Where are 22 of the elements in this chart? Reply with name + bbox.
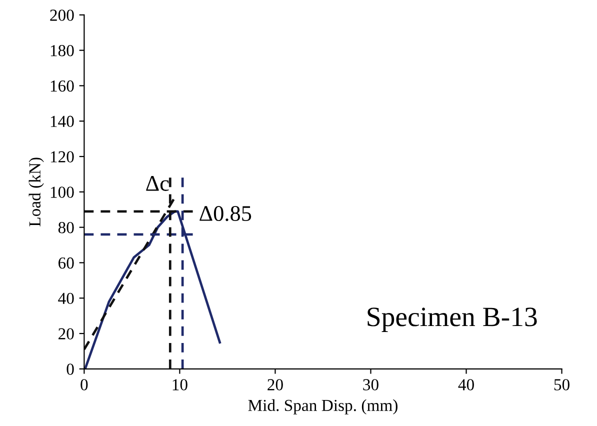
- y-tick-label: 120: [50, 151, 74, 162]
- annotation: Specimen B-13: [368, 308, 537, 332]
- annotation: Δc: [146, 176, 169, 191]
- y-tick-label: 160: [50, 80, 74, 92]
- x-tick-label: 50: [554, 379, 570, 390]
- y-tick-label: 40: [58, 292, 74, 304]
- y-tick-label: 100: [50, 186, 74, 198]
- y-tick-label: 140: [50, 116, 74, 128]
- x-tick-label: 20: [268, 379, 283, 390]
- x-tick-label: 10: [172, 379, 188, 390]
- x-tick-label: 0: [80, 379, 88, 390]
- y-tick-label: 80: [58, 222, 74, 234]
- x-axis-title: Mid. Span Disp. (mm): [248, 399, 398, 414]
- y-tick-label: 180: [50, 45, 74, 56]
- y-axis-title: Load (kN): [28, 158, 44, 226]
- x-tick-label: 40: [458, 379, 474, 390]
- annotation: Δ0.85: [200, 206, 252, 222]
- y-tick-label: 200: [50, 10, 74, 21]
- y-tick-label: 20: [58, 328, 74, 340]
- y-tick-label: 60: [58, 257, 74, 269]
- y-tick-label: 0: [66, 364, 74, 375]
- x-tick-label: 30: [363, 379, 378, 390]
